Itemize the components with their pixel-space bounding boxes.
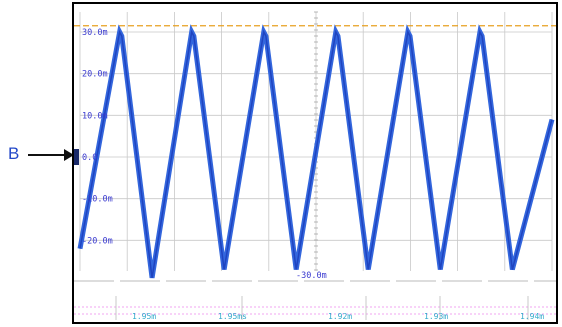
right-arrow-icon [28, 149, 74, 161]
scope-plot: 30.0m 20.0m 10.0m 0.0 -10.0m -20.0m -30.0m 1.… [74, 11, 556, 321]
min-readout: -30.0m [296, 271, 327, 281]
time-label: 1.93m [424, 312, 448, 321]
y-axis-labels: 30.0m 20.0m 10.0m 0.0 -10.0m -20.0m [82, 28, 113, 246]
y-tick-label: -10.0m [82, 195, 113, 205]
channel-b-marker: B [0, 140, 82, 170]
waveform-trace [77, 24, 555, 279]
y-tick-label: 10.0m [82, 111, 108, 121]
y-tick-label: -20.0m [82, 236, 113, 246]
y-tick-label: 30.0m [82, 28, 108, 38]
plot-grid [79, 11, 553, 271]
timeline-strip: 1.95m 1.95ms 1.92m 1.93m 1.94m [74, 280, 556, 321]
y-tick-label: 20.0m [82, 70, 108, 80]
time-label: 1.94m [520, 312, 544, 321]
min-value-label: -30.0m [296, 271, 327, 281]
time-label: 1.92m [328, 312, 352, 321]
time-label: 1.95ms [218, 312, 247, 321]
y-tick-label: 0.0 [82, 153, 97, 163]
oscilloscope-display[interactable]: 30.0m 20.0m 10.0m 0.0 -10.0m -20.0m -30.0m 1.… [72, 2, 558, 324]
time-label: 1.95m [132, 312, 156, 321]
channel-ground-marker [74, 149, 79, 165]
waveform-core [79, 29, 553, 278]
channel-b-label: B [8, 144, 20, 163]
